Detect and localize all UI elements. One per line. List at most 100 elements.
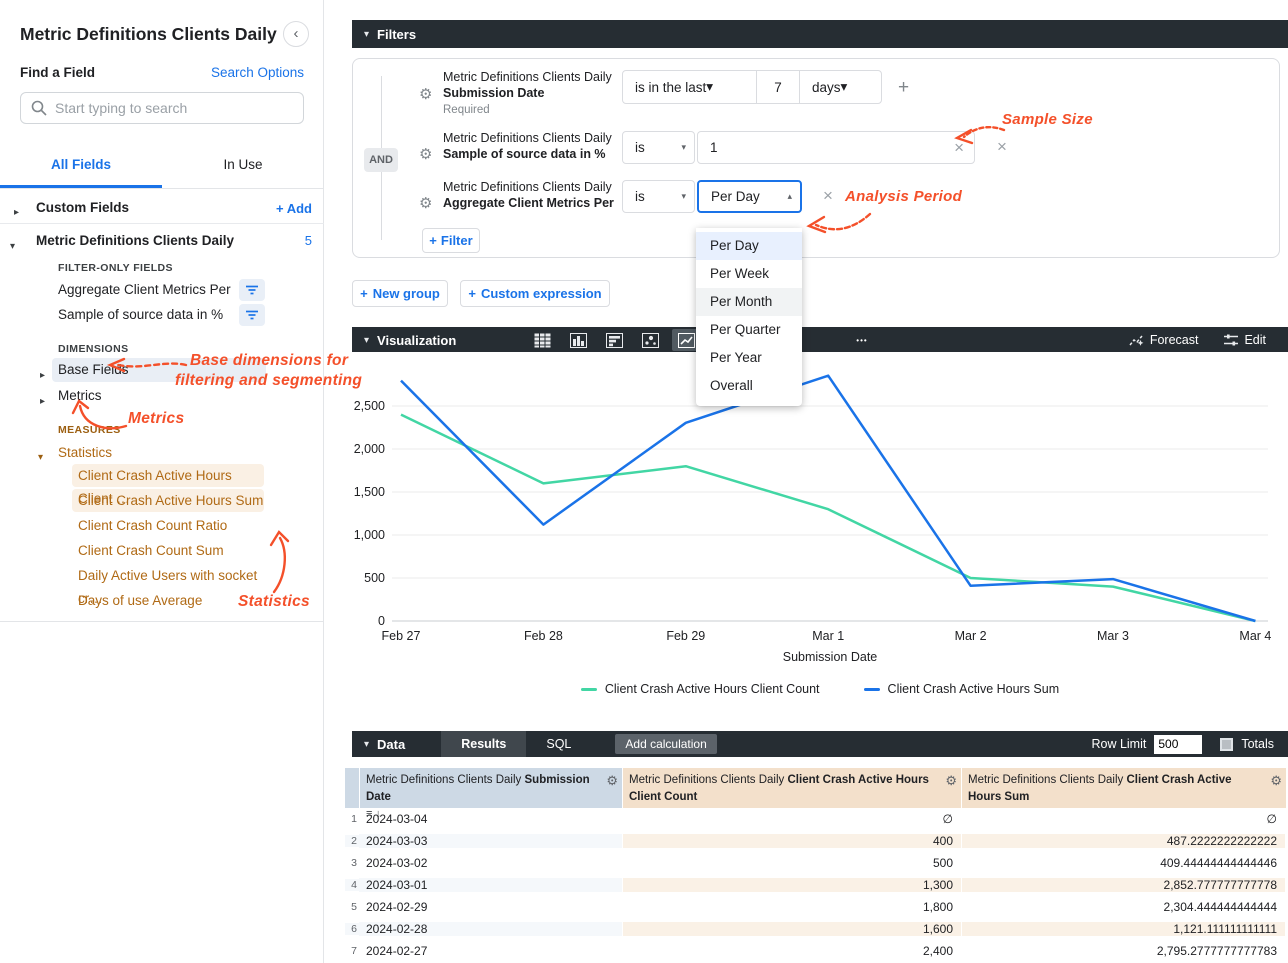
table-row[interactable]: 1 2024-03-04 ∅ ∅: [345, 808, 1288, 830]
caret-down-icon[interactable]: ▾: [38, 452, 44, 463]
dropdown-option[interactable]: Overall: [710, 378, 753, 393]
search-options-link[interactable]: Search Options: [210, 65, 304, 80]
gear-icon[interactable]: ⚙: [419, 146, 433, 163]
sidebar-item-statistics-group[interactable]: Statistics: [58, 445, 113, 460]
sidebar-item-sample-of-source-data[interactable]: Sample of source data in %: [58, 307, 224, 322]
dropdown-option[interactable]: Per Quarter: [710, 322, 781, 337]
table-cell: 2024-02-27: [366, 944, 428, 958]
add-calculation-button[interactable]: Add calculation: [615, 734, 717, 754]
viz-type-scatter-icon[interactable]: [636, 329, 664, 351]
table-row[interactable]: 6 2024-02-28 1,600 1,121.111111111111: [345, 918, 1288, 940]
field-search-box[interactable]: [20, 92, 304, 124]
caret-right-icon[interactable]: ▸: [40, 370, 46, 381]
caret-up-icon: ▴: [787, 191, 792, 201]
sidebar-item-view[interactable]: Metric Definitions Clients Daily: [36, 233, 235, 248]
plus-icon: +: [360, 286, 368, 301]
sort-desc-icon[interactable]: ↓: [375, 808, 384, 821]
sidebar-measure-item[interactable]: Days of use Average: [78, 593, 203, 608]
add-custom-field-button[interactable]: + Add: [276, 201, 312, 216]
viz-type-table-icon[interactable]: [528, 329, 556, 351]
filter-by-field-button[interactable]: [239, 279, 265, 301]
column-header-sum[interactable]: Metric Definitions Clients Daily Client …: [962, 768, 1286, 808]
custom-expression-button[interactable]: + Custom expression: [460, 280, 610, 307]
table-row[interactable]: 7 2024-02-27 2,400 2,795.2777777777783: [345, 940, 1288, 962]
totals-checkbox[interactable]: [1220, 737, 1234, 751]
edit-viz-button[interactable]: Edit: [1224, 333, 1266, 347]
tab-sql[interactable]: SQL: [546, 737, 572, 751]
new-group-button[interactable]: + New group: [352, 280, 448, 307]
tab-all-fields[interactable]: All Fields: [50, 157, 111, 172]
sample-size-input[interactable]: 1 ×: [697, 131, 975, 164]
caret-right-icon[interactable]: ▸: [40, 396, 46, 407]
clear-value-icon[interactable]: ×: [954, 138, 964, 157]
dropdown-option[interactable]: Per Week: [710, 266, 770, 281]
filter-by-field-button[interactable]: [239, 304, 265, 326]
data-section-header[interactable]: ▾ Data Results SQL Add calculation Row L…: [352, 731, 1288, 757]
sidebar-measure-item[interactable]: Client Crash Count Ratio: [78, 518, 228, 533]
tab-in-use[interactable]: In Use: [223, 157, 263, 172]
dropdown-option[interactable]: Per Year: [710, 350, 762, 365]
filter-operator-select[interactable]: is ▾: [622, 131, 695, 164]
dimensions-label: DIMENSIONS: [58, 343, 129, 355]
analysis-period-select[interactable]: Per Day ▴: [697, 180, 802, 213]
dropdown-option[interactable]: Per Day: [696, 232, 802, 260]
visualization-section-header[interactable]: ▾ Visualization ••• Forecast Edit: [352, 327, 1288, 353]
caret-right-icon[interactable]: ▸: [14, 207, 20, 218]
sidebar-measure-item[interactable]: Daily Active Users with socket cr…: [78, 568, 258, 606]
gear-icon[interactable]: ⚙: [1270, 773, 1282, 788]
remove-filter-icon[interactable]: ×: [823, 186, 833, 205]
more-viz-types-icon[interactable]: •••: [856, 335, 868, 345]
table-cell: ∅: [622, 812, 961, 826]
gear-icon[interactable]: ⚙: [419, 86, 433, 103]
table-row[interactable]: 2 2024-03-03 400 487.2222222222222: [345, 830, 1288, 852]
table-cell: 2,400: [622, 944, 961, 958]
legend-item[interactable]: Client Crash Active Hours Client Count: [580, 682, 820, 696]
sidebar-item-aggregate-client-metrics-per[interactable]: Aggregate Client Metrics Per: [58, 282, 231, 297]
column-header-submission-date[interactable]: Metric Definitions Clients Daily Submiss…: [360, 768, 622, 820]
line-chart[interactable]: 0 500 1,000 1,500 2,000 2,500 Feb 27 Feb 28 Feb …: [352, 352, 1288, 715]
table-row[interactable]: 4 2024-03-01 1,300 2,852.777777777778: [345, 874, 1288, 896]
collapse-sidebar-button[interactable]: ‹: [283, 21, 309, 47]
remove-filter-icon[interactable]: ×: [997, 137, 1007, 156]
viz-type-line-icon[interactable]: [672, 329, 701, 351]
svg-text:Feb 27: Feb 27: [382, 629, 421, 643]
table-cell: 3: [351, 857, 357, 869]
forecast-button[interactable]: Forecast: [1129, 333, 1198, 347]
row-limit-input[interactable]: [1154, 734, 1203, 754]
table-cell: 1: [351, 813, 357, 825]
sidebar-measure-item[interactable]: Client Crash Count Sum: [78, 543, 224, 558]
dropdown-option[interactable]: Per Month: [696, 288, 802, 316]
legend-item[interactable]: Client Crash Active Hours Sum: [863, 682, 1059, 696]
sidebar-measure-item[interactable]: Client Crash Active Hours Sum: [72, 489, 264, 512]
filter-operator-select[interactable]: is in the last ▾: [635, 79, 714, 95]
filters-section-header[interactable]: ▾ Filters: [352, 20, 1288, 48]
viz-type-column-icon[interactable]: [564, 329, 592, 351]
filter-view-label: Metric Definitions Clients Daily: [443, 180, 612, 194]
sidebar-measure-item[interactable]: Client Crash Active Hours Client …: [72, 464, 264, 506]
table-row[interactable]: 3 2024-03-02 500 409.44444444444446: [345, 852, 1288, 874]
filter-unit-select[interactable]: days ▾: [799, 71, 881, 103]
sidebar-item-metrics[interactable]: Metrics: [58, 388, 102, 403]
column-header-client-count[interactable]: Metric Definitions Clients Daily Client …: [623, 768, 961, 808]
caret-down-icon[interactable]: ▾: [10, 241, 16, 252]
table-cell: 2: [345, 835, 359, 847]
add-filter-button[interactable]: + Filter: [422, 228, 480, 253]
gear-icon[interactable]: ⚙: [606, 773, 618, 788]
forecast-icon: [1129, 335, 1144, 346]
table-row[interactable]: 5 2024-02-29 1,800 2,304.444444444444: [345, 896, 1288, 918]
add-filter-value-button[interactable]: +: [898, 77, 910, 98]
analysis-period-dropdown: Per Day Per Week Per Month Per Quarter Per Y…: [696, 228, 802, 406]
chart-legend: Client Crash Active Hours Client Count Cl…: [352, 682, 1288, 696]
tab-results[interactable]: Results: [441, 731, 527, 757]
gear-icon[interactable]: ⚙: [945, 773, 957, 788]
svg-text:1,000: 1,000: [354, 528, 385, 542]
viz-type-bar-icon[interactable]: [600, 329, 628, 351]
table-cell: 500: [622, 856, 961, 870]
search-icon: [31, 100, 47, 116]
gear-icon[interactable]: ⚙: [419, 195, 433, 212]
search-input[interactable]: [55, 100, 275, 116]
date-filter-control: is in the last ▾ 7 days ▾: [622, 70, 882, 104]
filter-value-input[interactable]: 7: [756, 71, 799, 103]
filter-operator-select[interactable]: is ▾: [622, 180, 695, 213]
sidebar-item-custom-fields[interactable]: Custom Fields: [36, 200, 130, 215]
